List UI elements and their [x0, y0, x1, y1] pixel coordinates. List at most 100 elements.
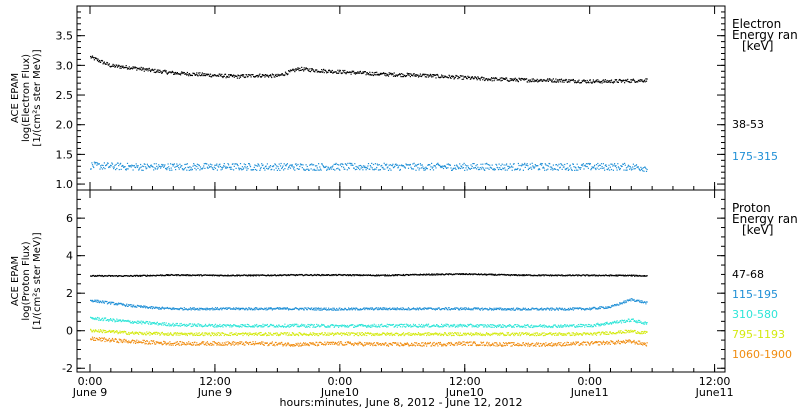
data-point — [372, 274, 375, 276]
data-point — [271, 308, 273, 310]
data-point — [523, 274, 525, 276]
data-point — [276, 324, 278, 326]
data-point — [251, 325, 253, 327]
data-point — [491, 273, 493, 275]
data-point — [512, 325, 515, 327]
data-point — [132, 332, 134, 334]
data-point — [313, 164, 315, 166]
data-point — [389, 323, 391, 326]
data-point — [138, 168, 140, 170]
data-point — [183, 72, 185, 74]
data-point — [218, 164, 220, 166]
data-point — [212, 274, 214, 276]
data-point — [379, 307, 381, 309]
data-point — [306, 325, 308, 327]
data-point — [120, 302, 122, 305]
data-point — [207, 308, 209, 310]
data-point — [629, 274, 631, 276]
data-point — [315, 169, 317, 171]
data-point — [113, 65, 115, 67]
data-point — [632, 166, 634, 168]
data-point — [402, 76, 405, 78]
data-point — [160, 323, 162, 325]
data-point — [316, 274, 318, 277]
data-point — [571, 274, 573, 277]
data-point — [594, 306, 596, 308]
data-point — [253, 76, 255, 78]
data-point — [265, 309, 267, 311]
data-point — [184, 163, 186, 166]
data-point — [435, 325, 437, 327]
data-point — [329, 71, 332, 73]
data-point — [472, 167, 475, 169]
data-point — [600, 323, 602, 325]
data-point — [245, 167, 247, 169]
data-point — [216, 75, 218, 77]
data-point — [496, 164, 498, 166]
data-point — [93, 317, 95, 319]
data-point — [178, 166, 180, 169]
data-point — [585, 163, 588, 165]
data-point — [352, 324, 354, 326]
data-point — [133, 274, 135, 277]
data-point — [239, 163, 242, 165]
data-point — [595, 79, 598, 81]
data-point — [423, 326, 425, 328]
data-point — [520, 164, 522, 167]
data-point — [331, 274, 333, 276]
data-point — [542, 326, 544, 328]
data-point — [573, 324, 575, 326]
data-point — [214, 323, 217, 325]
data-point — [183, 333, 185, 335]
data-point — [531, 307, 533, 309]
data-point — [136, 274, 138, 276]
data-point — [474, 307, 476, 309]
data-point — [191, 74, 193, 76]
data-point — [176, 333, 178, 335]
data-point — [253, 309, 255, 311]
data-point — [311, 275, 313, 277]
data-point — [296, 68, 298, 70]
data-point — [115, 65, 117, 68]
data-point — [226, 167, 228, 169]
data-point — [482, 326, 485, 328]
data-point — [485, 273, 487, 275]
data-point — [422, 73, 425, 75]
data-point — [605, 322, 607, 324]
data-point — [171, 70, 173, 72]
data-point — [469, 76, 471, 78]
data-point — [461, 273, 463, 275]
data-point — [268, 332, 270, 334]
data-point — [546, 80, 548, 82]
data-point — [507, 308, 509, 310]
data-point — [117, 65, 119, 67]
data-point — [130, 166, 132, 168]
data-point — [254, 168, 257, 171]
data-point — [444, 165, 446, 167]
data-point — [479, 168, 481, 171]
data-point — [253, 275, 255, 277]
data-point — [266, 307, 268, 309]
data-point — [161, 306, 163, 308]
data-point — [530, 309, 532, 311]
data-point — [374, 326, 376, 328]
data-point — [146, 68, 148, 70]
data-point — [419, 274, 421, 276]
data-point — [169, 274, 171, 277]
data-point — [299, 163, 302, 165]
data-point — [261, 75, 263, 78]
data-point — [549, 309, 551, 311]
data-point — [529, 309, 531, 311]
data-point — [332, 324, 334, 327]
data-point — [349, 71, 351, 73]
data-point — [178, 274, 180, 276]
data-point — [113, 318, 115, 320]
data-point — [451, 274, 453, 276]
data-point — [271, 309, 273, 311]
data-point — [531, 326, 533, 328]
data-point — [273, 76, 275, 78]
data-point — [320, 71, 322, 73]
data-point — [202, 309, 204, 311]
data-point — [633, 298, 635, 301]
data-point — [215, 332, 217, 334]
